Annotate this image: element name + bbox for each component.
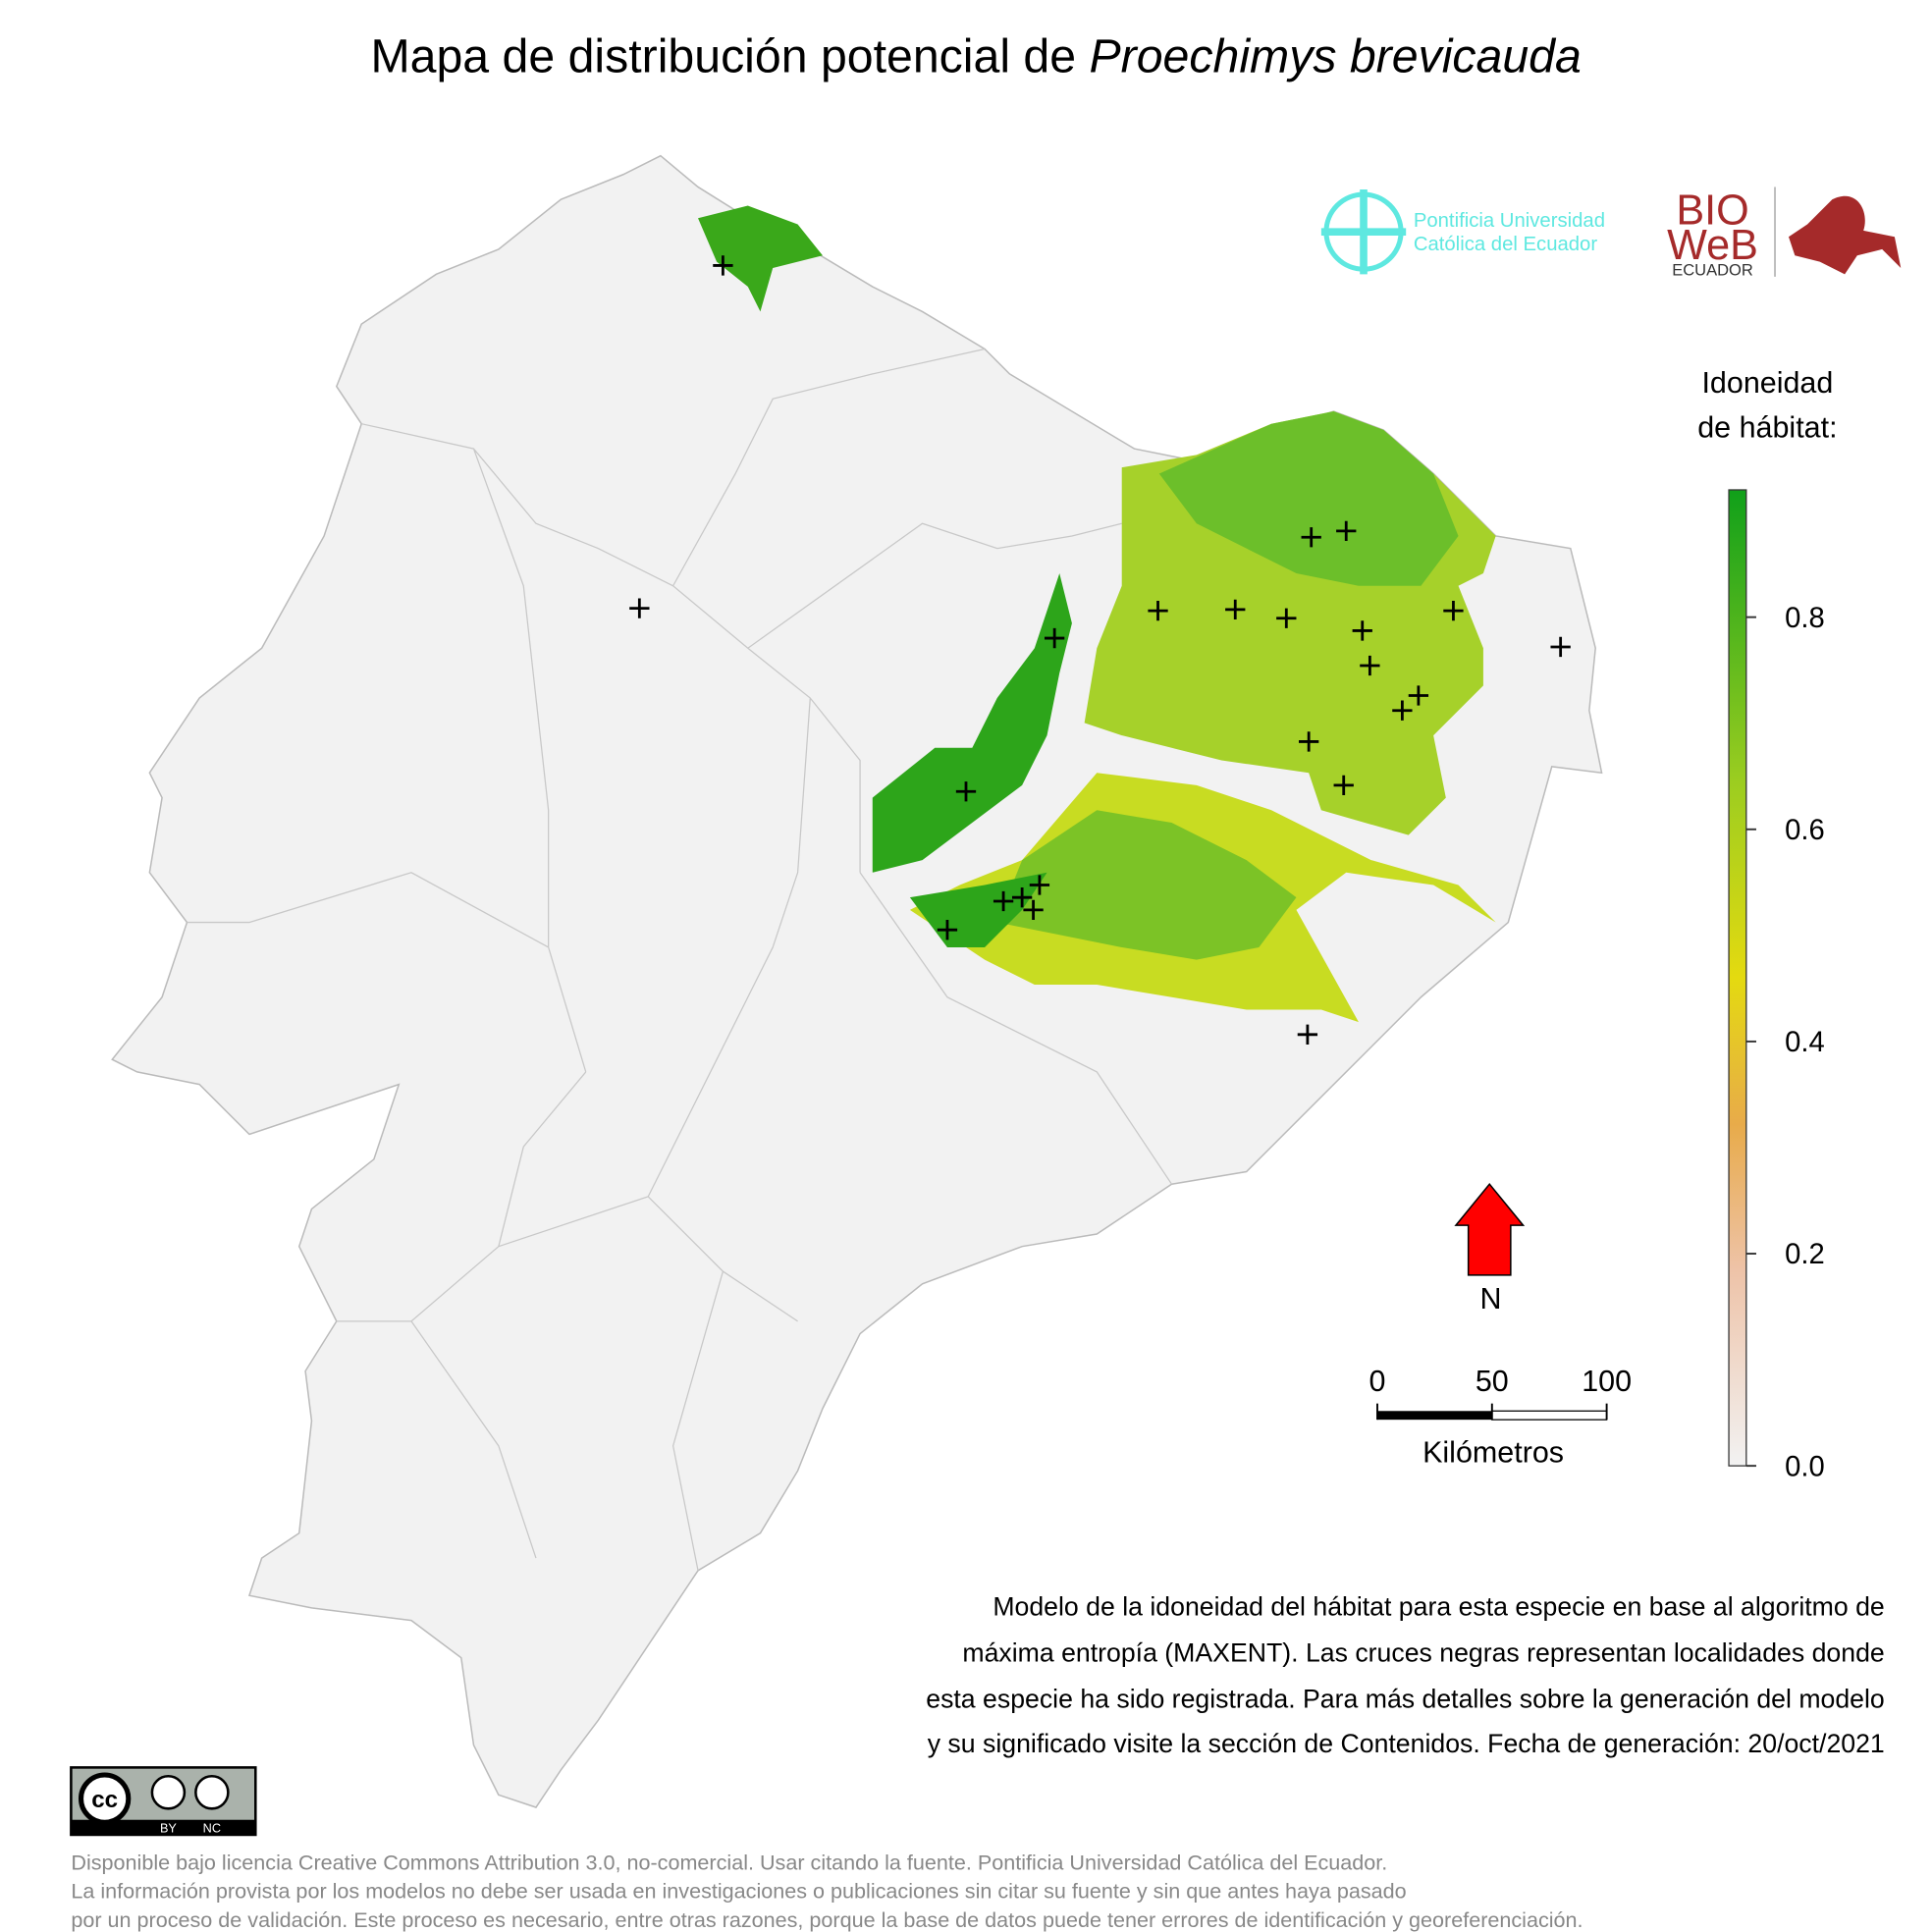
scale-bar: Kilómetros 0 50 100 <box>1369 1365 1633 1469</box>
tick-label: 0.2 <box>1785 1239 1825 1270</box>
description: Modelo de la idoneidad del hábitat para … <box>926 1592 1885 1759</box>
title-species: Proechimys brevicauda <box>1090 30 1582 83</box>
badge-text: BY <box>160 1821 177 1835</box>
colorbar-scale <box>1728 489 1747 1467</box>
scale-label: 0 <box>1369 1365 1386 1398</box>
habitat-areas <box>698 205 1496 1023</box>
scale-label: 50 <box>1476 1365 1509 1398</box>
legend-title: Idoneidad <box>1701 366 1833 400</box>
license-line: La información provista por los modelos … <box>71 1879 1406 1904</box>
badge-text: NC <box>203 1821 221 1835</box>
badge-text: cc <box>91 1787 118 1813</box>
province-borders <box>187 348 1173 1571</box>
colorbar: Idoneidad de hábitat: 0.0 0.2 0.4 0.6 0.8 <box>1697 366 1837 1482</box>
description-line: máxima entropía (MAXENT). Las cruces neg… <box>962 1637 1884 1667</box>
scale-unit: Kilómetros <box>1422 1435 1564 1469</box>
title-prefix: Mapa de distribución potencial de <box>370 30 1076 83</box>
tick-label: 0.0 <box>1785 1451 1825 1482</box>
country-outline <box>111 154 1603 1808</box>
license-badge: cc BY NC <box>70 1766 257 1837</box>
bioweb-logo: BIO WeB ECUADOR <box>1667 187 1902 280</box>
logo-text: Pontificia Universidad <box>1414 210 1605 232</box>
locality-crosses <box>629 255 1571 1045</box>
logo-text: Católica del Ecuador <box>1414 234 1598 255</box>
logo-text: BIO <box>1676 188 1748 235</box>
scale-segment <box>1491 1410 1608 1421</box>
description-line: Modelo de la idoneidad del hábitat para … <box>993 1592 1884 1622</box>
license: Disponible bajo licencia Creative Common… <box>71 1851 1583 1932</box>
tick-label: 0.6 <box>1785 815 1825 846</box>
tick-label: 0.8 <box>1785 603 1825 634</box>
north-label: N <box>1480 1282 1502 1315</box>
map-title: Mapa de distribución potencial de Proech… <box>370 30 1581 83</box>
tick-label: 0.4 <box>1785 1027 1825 1058</box>
legend-title: de hábitat: <box>1697 411 1837 445</box>
scale-label: 100 <box>1582 1365 1632 1398</box>
puce-logo: Pontificia Universidad Católica del Ecua… <box>1320 188 1605 275</box>
license-line: por un proceso de validación. Este proce… <box>71 1907 1583 1932</box>
license-line: Disponible bajo licencia Creative Common… <box>71 1851 1387 1875</box>
logo-text: WeB <box>1667 222 1758 269</box>
north-arrow: N <box>1454 1182 1526 1315</box>
logo-text: ECUADOR <box>1672 262 1753 280</box>
scale-segment <box>1376 1411 1492 1421</box>
description-line: esta especie ha sido registrada. Para má… <box>926 1684 1885 1713</box>
description-line: y su significado visite la sección de Co… <box>928 1729 1885 1758</box>
